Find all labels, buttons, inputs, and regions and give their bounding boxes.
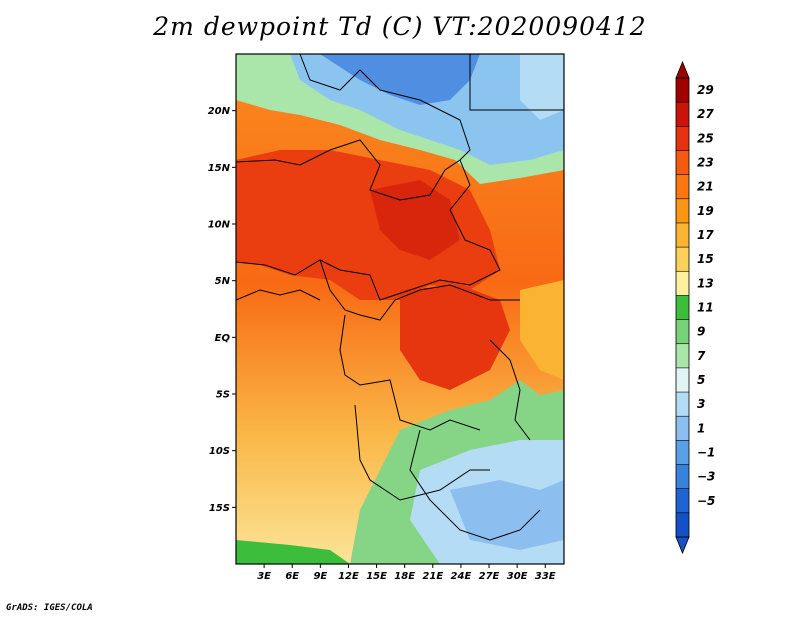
lat-label: 15N	[208, 163, 231, 174]
colorbar-swatch	[676, 367, 689, 393]
colorbar-swatch	[676, 174, 689, 200]
colorbar: 29 27 25 23 21 19 17 15 13 11 9 7 5 3 1 −1 −3 −5	[675, 60, 715, 555]
lon-label: 30E	[507, 571, 528, 582]
colorbar-top-arrow	[675, 60, 690, 79]
colorbar-swatch	[676, 78, 689, 103]
colorbar-label: 29	[697, 83, 714, 97]
country-borders	[236, 54, 564, 541]
colorbar-swatch	[676, 198, 689, 224]
lat-label: 20N	[208, 106, 231, 117]
colorbar-bottom-arrow	[675, 536, 690, 555]
colorbar-swatch	[676, 150, 689, 175]
colorbar-swatch	[676, 440, 689, 465]
lon-label: 6E	[285, 571, 299, 582]
lon-label: 9E	[313, 571, 327, 582]
colorbar-swatch	[676, 512, 689, 538]
colorbar-label: 21	[697, 180, 714, 194]
lon-label: 15E	[366, 571, 387, 582]
colorbar-label: 23	[697, 156, 714, 170]
colorbar-label: 27	[697, 107, 714, 121]
colorbar-label: 17	[697, 228, 714, 242]
lat-label: 10S	[209, 446, 230, 457]
dewpoint-field	[236, 54, 564, 564]
colorbar-label: −5	[697, 494, 715, 508]
colorbar-swatch	[676, 247, 689, 272]
lon-label: 24E	[451, 571, 472, 582]
lon-label: 12E	[338, 571, 359, 582]
colorbar-label: −1	[697, 445, 715, 459]
lat-label: 5S	[216, 390, 230, 401]
lon-label: 21E	[422, 571, 443, 582]
colorbar-swatch	[676, 392, 689, 417]
lon-label: 27E	[479, 571, 500, 582]
map-title: 2m dewpoint Td (C) VT:2020090412	[153, 12, 647, 41]
longitude-axis: 3E 6E 9E 12E 15E 18E 21E 24E 27E 30E 33E	[257, 564, 556, 582]
lat-label: 10N	[208, 220, 231, 231]
grads-credit: GrADS: IGES/COLA	[6, 603, 93, 613]
lat-label: 15S	[209, 503, 230, 514]
map-frame	[235, 53, 565, 565]
colorbar-label: 13	[697, 276, 714, 290]
lat-label: EQ	[215, 333, 231, 344]
lon-label: 33E	[535, 571, 556, 582]
colorbar-swatch	[676, 295, 689, 320]
colorbar-label: 3	[697, 397, 705, 411]
lon-label: 18E	[394, 571, 415, 582]
lon-label: 3E	[257, 571, 271, 582]
colorbar-swatch	[676, 126, 689, 151]
colorbar-swatch	[676, 488, 689, 514]
colorbar-swatch	[676, 464, 689, 489]
colorbar-label: 7	[697, 349, 706, 363]
colorbar-swatch	[676, 271, 689, 296]
colorbar-label: 19	[697, 204, 714, 218]
colorbar-swatch	[676, 222, 689, 248]
colorbar-swatch	[676, 343, 689, 369]
colorbar-label: 25	[697, 131, 714, 145]
colorbar-label: 9	[697, 325, 705, 339]
colorbar-label: 15	[697, 252, 714, 266]
colorbar-swatch	[676, 102, 689, 127]
latitude-axis: 20N 15N 10N 5N EQ 5S 10S 15S	[208, 106, 236, 514]
colorbar-label: 11	[697, 301, 714, 315]
lat-label: 5N	[215, 276, 231, 287]
colorbar-swatch	[676, 416, 689, 441]
colorbar-label: 5	[697, 373, 705, 387]
colorbar-frame	[675, 77, 690, 538]
colorbar-label: −3	[697, 470, 715, 484]
colorbar-label: 1	[697, 421, 705, 435]
colorbar-swatch	[676, 319, 689, 345]
